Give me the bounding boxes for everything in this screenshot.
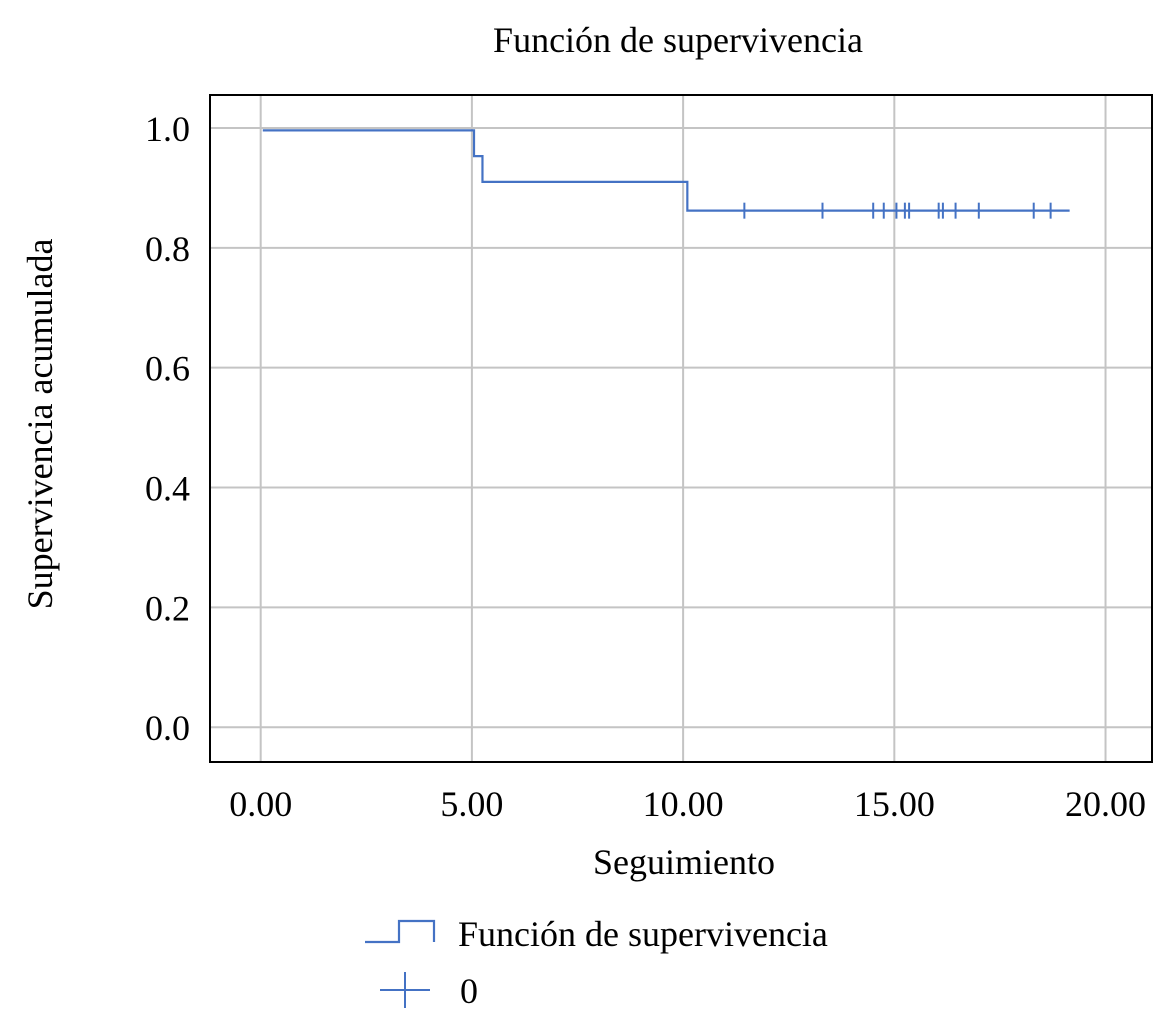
y-tick-label: 0.2 — [145, 588, 190, 628]
x-tick-label: 5.00 — [440, 784, 503, 824]
legend-step-swatch — [365, 919, 436, 944]
y-axis-label: Supervivencia acumulada — [20, 239, 60, 610]
chart-title: Función de supervivencia — [493, 20, 863, 60]
grid — [210, 95, 1152, 762]
x-tick-label: 10.00 — [643, 784, 724, 824]
survival-step-line — [262, 129, 1070, 212]
tick-labels: 0.00 5.00 10.00 15.00 20.00 0.0 0.2 0.4 0.6 0.8 1.… — [145, 109, 1146, 824]
y-tick-label: 0.6 — [145, 349, 190, 389]
y-tick-label: 0.8 — [145, 229, 190, 269]
x-tick-label: 20.00 — [1065, 784, 1146, 824]
y-tick-label: 1.0 — [145, 109, 190, 149]
legend-label-survival: Función de supervivencia — [458, 914, 828, 954]
plot-data — [262, 129, 1070, 219]
plot-frame — [209, 94, 1153, 763]
legend: Función de supervivencia 0 — [365, 914, 828, 1011]
x-tick-label: 0.00 — [229, 784, 292, 824]
x-tick-label: 15.00 — [854, 784, 935, 824]
x-axis-label: Seguimiento — [593, 842, 775, 882]
y-tick-label: 0.4 — [145, 469, 190, 509]
legend-label-censored: 0 — [460, 971, 478, 1011]
y-tick-label: 0.0 — [145, 708, 190, 748]
